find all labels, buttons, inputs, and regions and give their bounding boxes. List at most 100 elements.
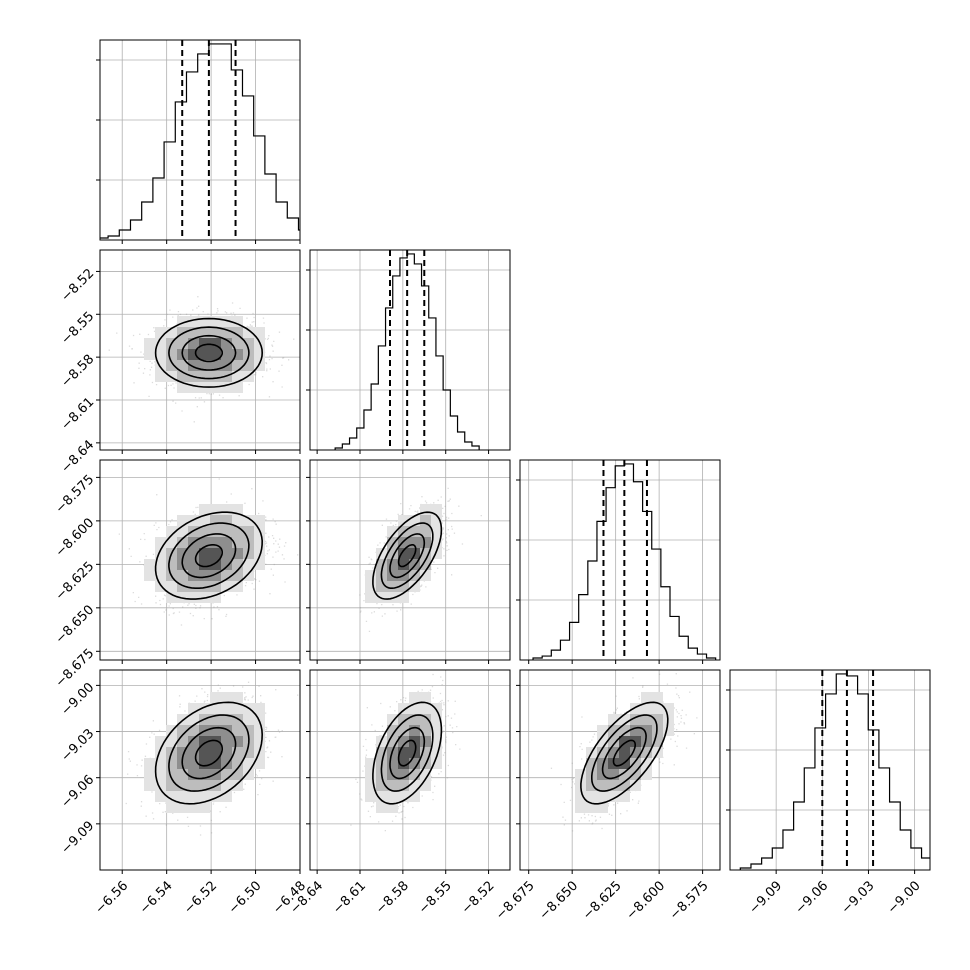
panel-frame: [729, 669, 931, 871]
density-cell: [431, 725, 442, 736]
x-tick-label: −8.58: [373, 878, 412, 917]
density-cell: [608, 714, 619, 725]
density-cell: [166, 537, 177, 548]
density-cell: [575, 791, 586, 802]
density-cell: [210, 736, 221, 747]
x-tick-label: −9.03: [839, 878, 878, 917]
density-cell: [409, 692, 420, 703]
density-cell: [641, 692, 652, 703]
density-cell: [387, 581, 398, 592]
panel-content: [100, 670, 300, 870]
density-cell: [398, 791, 409, 802]
density-cell: [376, 791, 387, 802]
density-cell: [365, 570, 376, 581]
density-cell: [254, 515, 265, 526]
density-cell: [608, 780, 619, 791]
density-cell: [155, 338, 166, 349]
contour-level-1: [580, 701, 669, 805]
density-cell: [232, 371, 243, 382]
density-cell: [221, 769, 232, 780]
contour-level-2: [591, 714, 658, 792]
density-cell: [387, 714, 398, 725]
density-cell: [177, 548, 188, 559]
density-cell: [597, 791, 608, 802]
density-cell: [177, 769, 188, 780]
contour-level-3: [601, 726, 647, 780]
density-cell: [210, 349, 221, 360]
x-tick-label: −8.55: [416, 878, 455, 917]
density-cell: [210, 692, 221, 703]
density-cell: [177, 780, 188, 791]
density-cell: [409, 769, 420, 780]
density-cell: [221, 537, 232, 548]
density-cell: [420, 714, 431, 725]
panel-content: [730, 670, 930, 870]
density-cell: [232, 747, 243, 758]
density-cell: [232, 570, 243, 581]
panel-1-0: −8.64 −8.61 −8.58 −8.55 −8.52: [59, 249, 301, 476]
density-cell: [652, 736, 663, 747]
density-cell: [398, 581, 409, 592]
density-cell: [177, 725, 188, 736]
density-cell: [409, 780, 420, 791]
density-cell: [652, 714, 663, 725]
density-cell: [155, 736, 166, 747]
density-cell: [232, 725, 243, 736]
density-cell: [232, 382, 243, 393]
density-cell: [155, 747, 166, 758]
density-cell: [420, 526, 431, 537]
density-cell: [155, 791, 166, 802]
density-cell: [188, 316, 199, 327]
panel-frame: [309, 459, 511, 661]
contour-level-3: [181, 533, 237, 579]
density-cell: [221, 548, 232, 559]
y-tick-label: −8.61: [59, 395, 98, 434]
panel-0-0: [96, 39, 301, 244]
density-cell: [387, 537, 398, 548]
density-cell: [365, 592, 376, 603]
panel-frame: [99, 459, 301, 661]
density-cell: [420, 769, 431, 780]
density-cell: [254, 559, 265, 570]
density-cell: [177, 360, 188, 371]
density-cell: [398, 592, 409, 603]
density-cell: [575, 769, 586, 780]
density-cell: [188, 592, 199, 603]
density-cell: [254, 703, 265, 714]
x-tick-label: −6.54: [137, 878, 176, 917]
density-cell: [177, 327, 188, 338]
density-cell: [232, 360, 243, 371]
x-tick-label: −8.52: [459, 878, 498, 917]
density-cell: [188, 725, 199, 736]
density-cell: [232, 526, 243, 537]
density-cell: [409, 537, 420, 548]
density-cell: [210, 581, 221, 592]
density-cell: [199, 791, 210, 802]
density-cell: [199, 537, 210, 548]
density-cell: [243, 327, 254, 338]
density-cell: [166, 581, 177, 592]
density-cell: [199, 349, 210, 360]
density-cell: [254, 327, 265, 338]
panel-content: [310, 250, 510, 450]
density-cell: [365, 791, 376, 802]
density-cell: [188, 736, 199, 747]
density-cell: [652, 692, 663, 703]
contour-level-1: [154, 511, 264, 600]
density-cell: [199, 802, 210, 813]
y-tick-label: −8.58: [59, 352, 98, 391]
density-cell: [188, 327, 199, 338]
density-cell: [619, 769, 630, 780]
contour-level-4: [194, 343, 223, 363]
x-tick-label: −8.575: [667, 878, 712, 923]
y-tick-label: −8.675: [53, 646, 98, 691]
density-cell: [199, 504, 210, 515]
density-cell: [630, 703, 641, 714]
panel-content: [100, 40, 300, 240]
panel-frame: [309, 669, 511, 871]
density-cell: [210, 714, 221, 725]
density-cell: [199, 515, 210, 526]
density-cell: [619, 714, 630, 725]
density-cell: [210, 537, 221, 548]
density-cell: [365, 581, 376, 592]
